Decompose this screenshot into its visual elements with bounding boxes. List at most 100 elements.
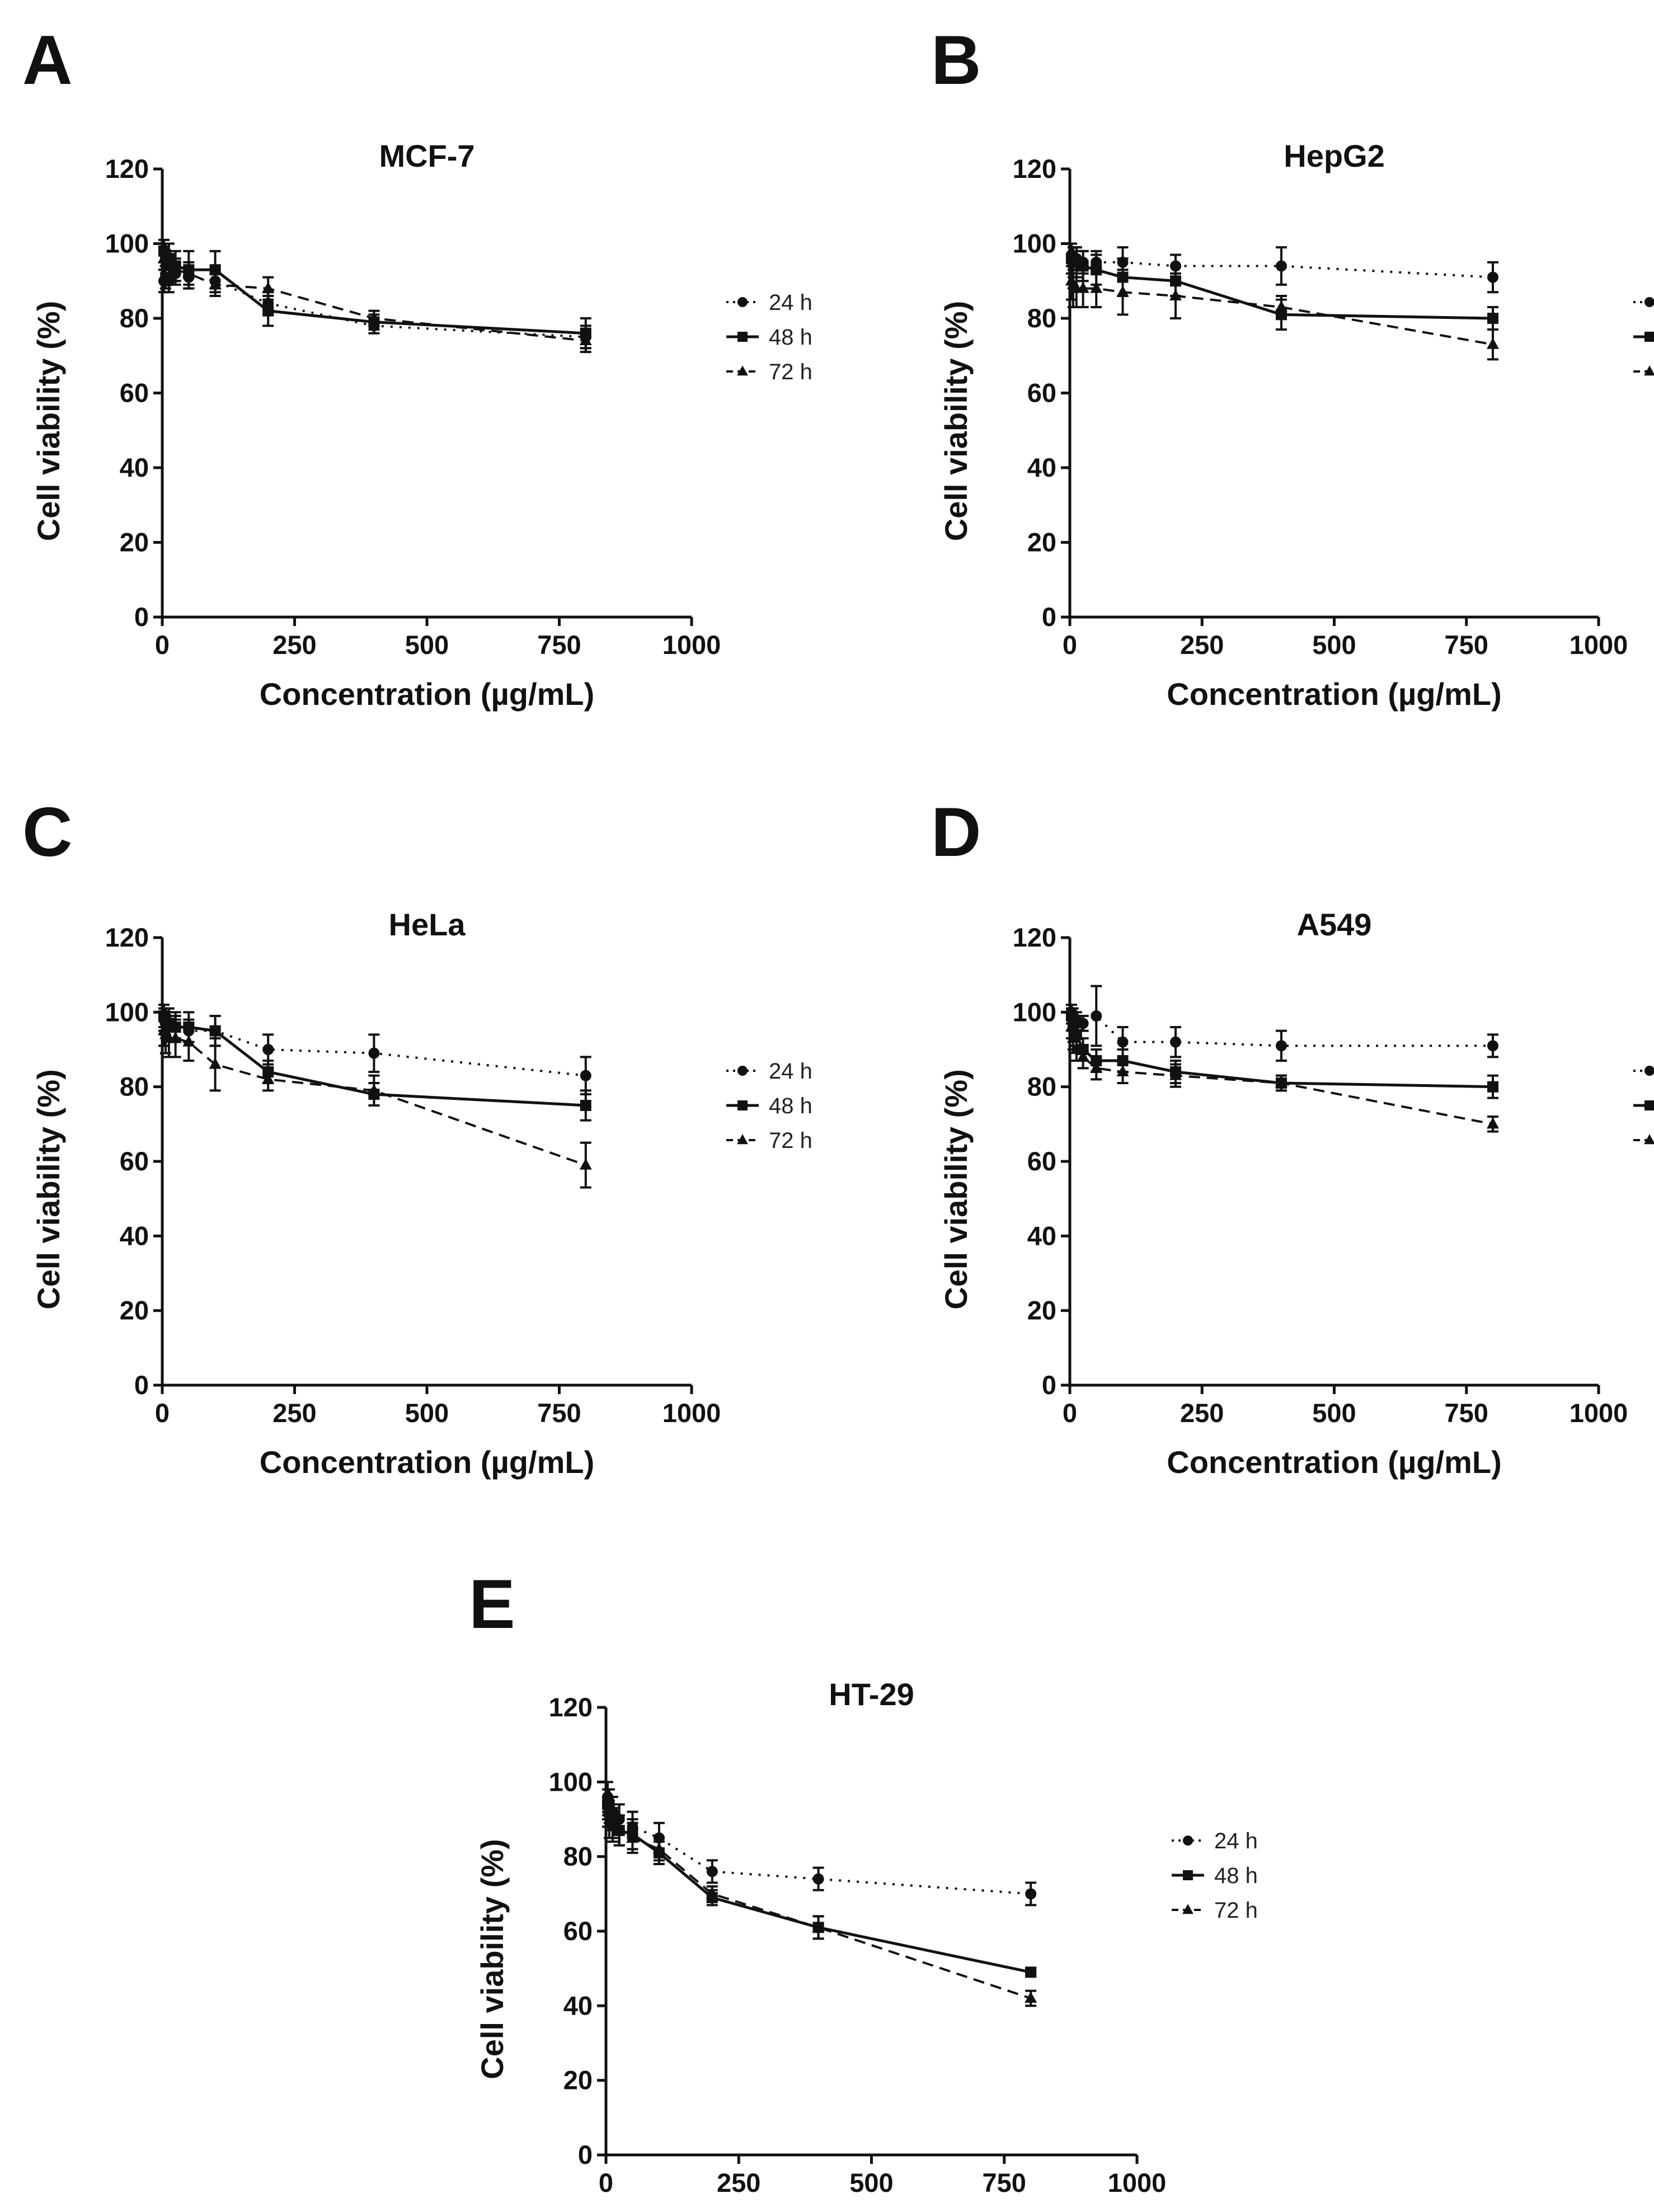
y-tick-label: 60	[1027, 378, 1056, 408]
chart-panel-b: B HepG2 0 20 40 60 80 100 120 0 250 500 750 1000 Conce…	[931, 22, 1654, 712]
data-point	[1077, 1018, 1089, 1029]
legend-marker	[1644, 297, 1654, 307]
y-tick-label: 20	[120, 1296, 149, 1325]
data-point	[1116, 1065, 1129, 1076]
legend-marker	[737, 1134, 748, 1145]
y-tick-label: 40	[563, 1990, 593, 2020]
legend-label: 72 h	[769, 1128, 812, 1153]
data-point	[579, 1158, 592, 1170]
y-tick-label: 80	[1027, 1072, 1056, 1102]
y-tick-label: 0	[134, 602, 149, 632]
data-point	[1487, 1081, 1498, 1093]
data-point	[1487, 337, 1499, 349]
data-point	[652, 1842, 665, 1854]
x-tick-label: 500	[405, 630, 449, 660]
y-tick-label: 60	[120, 1146, 149, 1176]
legend-label: 72 h	[1214, 1898, 1258, 1923]
legend-entry: 24 h	[726, 1059, 812, 1084]
x-tick-label: 250	[272, 1398, 316, 1428]
legend-marker	[1183, 1836, 1193, 1846]
legend-entry: 48 h	[1633, 332, 1654, 342]
data-point	[169, 1032, 182, 1043]
chart-title: MCF-7	[379, 138, 474, 173]
data-point	[1116, 285, 1129, 297]
data-point	[1070, 1043, 1083, 1054]
legend-entry: 48 h	[1172, 1863, 1258, 1888]
legend-label: 72 h	[769, 360, 812, 384]
legend-entry: 72 h	[726, 1128, 812, 1153]
chart-title: HepG2	[1284, 138, 1385, 173]
data-point	[262, 1072, 275, 1084]
y-tick-label: 100	[1013, 229, 1056, 258]
data-point	[1169, 1069, 1182, 1080]
data-point	[262, 1044, 274, 1055]
x-tick-label: 500	[405, 1398, 449, 1428]
y-tick-label: 20	[1027, 528, 1056, 557]
legend-entry: 48 h	[726, 325, 812, 350]
x-tick-label: 0	[155, 1398, 170, 1428]
legend-label: 24 h	[769, 1059, 812, 1084]
data-point	[580, 1100, 591, 1111]
chart-title: A549	[1297, 907, 1372, 942]
y-tick-label: 80	[1027, 303, 1056, 333]
legend-entry: 72 h	[1633, 1134, 1654, 1145]
x-tick-label: 750	[1445, 1398, 1488, 1428]
data-point	[1170, 1036, 1181, 1048]
x-tick-label: 0	[155, 630, 170, 660]
data-point	[1090, 281, 1103, 293]
y-tick-label: 20	[120, 528, 149, 557]
series-72h	[1065, 261, 1499, 361]
data-point	[626, 1831, 639, 1843]
x-tick-label: 500	[849, 2168, 893, 2197]
panel-letter: A	[22, 22, 73, 99]
data-point	[606, 1820, 619, 1832]
y-tick-label: 80	[120, 303, 149, 333]
data-point	[706, 1866, 718, 1877]
y-tick-label: 40	[1027, 453, 1056, 482]
x-tick-label: 750	[1445, 630, 1488, 660]
legend-label: 48 h	[769, 1094, 812, 1118]
panel-letter: D	[931, 794, 981, 871]
data-point	[182, 1035, 195, 1047]
y-tick-label: 0	[1042, 1370, 1056, 1400]
data-point	[209, 1057, 222, 1069]
data-point	[209, 277, 222, 289]
y-axis-label: Cell viability (%)	[938, 1069, 974, 1309]
chart-panel-d: D A549 0 20 40 60 80 100 120 0 250 500 750 1000 Concen…	[931, 794, 1654, 1480]
data-point	[368, 312, 380, 323]
data-point	[1025, 1992, 1037, 2003]
data-point	[368, 1084, 380, 1095]
legend-marker	[737, 332, 748, 342]
y-tick-label: 20	[1027, 1296, 1056, 1325]
series-72h	[601, 1796, 1037, 2007]
legend-label: 24 h	[769, 290, 812, 315]
series-72h	[1065, 1015, 1499, 1133]
y-tick-label: 40	[120, 1221, 149, 1250]
series-24h	[1065, 985, 1498, 1062]
x-tick-label: 1000	[662, 1398, 721, 1428]
data-point	[1275, 1076, 1288, 1088]
legend-marker	[1644, 1134, 1654, 1145]
legend-entry: 24 h	[1633, 297, 1654, 307]
x-tick-label: 1000	[662, 630, 721, 660]
legend-entry: 72 h	[1172, 1898, 1258, 1923]
x-axis-label: Concentration (µg/mL)	[1167, 676, 1501, 712]
chart-panel-c: C HeLa 0 20 40 60 80 100 120 0 250 500 750 1000 Concen…	[22, 794, 812, 1480]
series-line	[1070, 1027, 1493, 1126]
y-axis-label: Cell viability (%)	[474, 1839, 510, 2079]
y-tick-label: 80	[120, 1072, 149, 1102]
legend-label: 48 h	[1214, 1863, 1258, 1888]
y-tick-label: 100	[549, 1767, 593, 1796]
x-tick-label: 750	[983, 2168, 1026, 2197]
x-tick-label: 1000	[1108, 2168, 1167, 2197]
legend-entry: 24 h	[1633, 1066, 1654, 1076]
y-tick-label: 60	[1027, 1146, 1056, 1176]
x-axis-label: Concentration (µg/mL)	[260, 676, 594, 712]
x-tick-label: 500	[1312, 630, 1356, 660]
data-point	[812, 1921, 825, 1932]
data-point	[262, 305, 274, 317]
legend-marker	[1183, 1870, 1193, 1880]
x-tick-label: 1000	[1570, 630, 1628, 660]
data-point	[1487, 271, 1498, 283]
